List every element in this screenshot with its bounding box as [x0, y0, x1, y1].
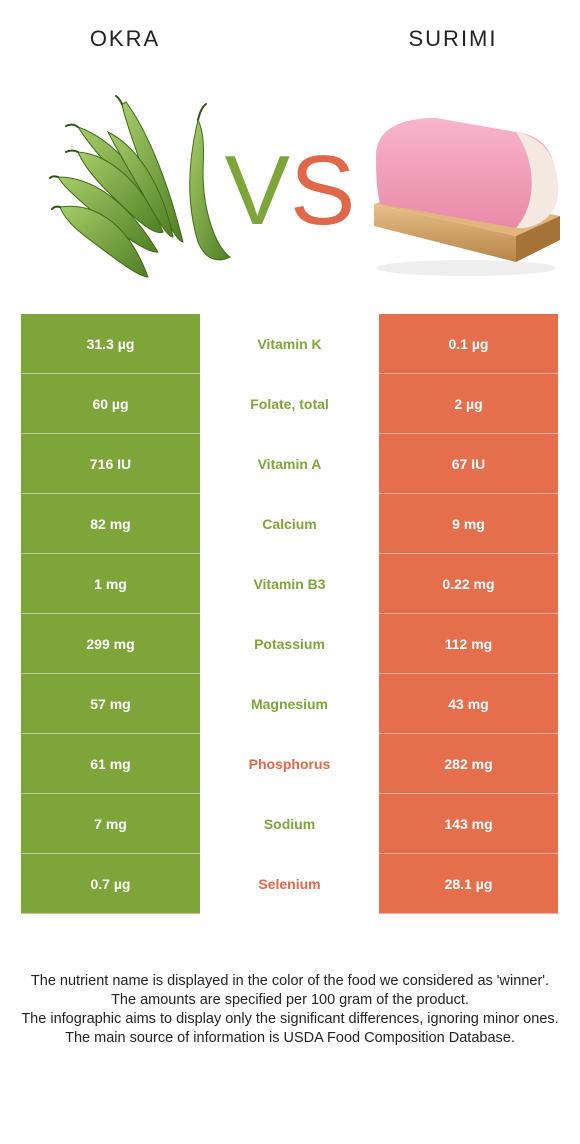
- surimi-value: 2 µg: [379, 374, 558, 434]
- comparison-table: 31.3 µg Vitamin K 0.1 µg 60 µg Folate, t…: [21, 314, 558, 914]
- table-row: 299 mg Potassium 112 mg: [21, 614, 558, 674]
- nutrient-name: Calcium: [200, 494, 379, 554]
- okra-value: 299 mg: [21, 614, 200, 674]
- table-row: 57 mg Magnesium 43 mg: [21, 674, 558, 734]
- surimi-value: 143 mg: [379, 794, 558, 854]
- footer-line: The amounts are specified per 100 gram o…: [111, 992, 469, 1008]
- okra-value: 1 mg: [21, 554, 200, 614]
- okra-value: 61 mg: [21, 734, 200, 794]
- okra-value: 60 µg: [21, 374, 200, 434]
- footer-line: The main source of information is USDA F…: [65, 1030, 515, 1046]
- left-food-title: OKRA: [89, 26, 161, 51]
- vs-v: V: [224, 135, 290, 245]
- okra-value: 7 mg: [21, 794, 200, 854]
- okra-value: 716 IU: [21, 434, 200, 494]
- okra-value: 0.7 µg: [21, 854, 200, 914]
- okra-value: 82 mg: [21, 494, 200, 554]
- surimi-value: 0.22 mg: [379, 554, 558, 614]
- surimi-value: 9 mg: [379, 494, 558, 554]
- okra-image: [49, 95, 231, 278]
- footer-notes: The nutrient name is displayed in the co…: [15, 972, 565, 1048]
- nutrient-name: Sodium: [200, 794, 379, 854]
- footer-line: The nutrient name is displayed in the co…: [30, 973, 550, 989]
- nutrient-name: Folate, total: [200, 374, 379, 434]
- nutrient-name: Vitamin B3: [200, 554, 379, 614]
- nutrient-name: Vitamin K: [200, 314, 379, 374]
- footer-line: The infographic aims to display only the…: [21, 1011, 559, 1027]
- surimi-image: [374, 118, 560, 276]
- table-row: 7 mg Sodium 143 mg: [21, 794, 558, 854]
- table-row: 61 mg Phosphorus 282 mg: [21, 734, 558, 794]
- surimi-value: 28.1 µg: [379, 854, 558, 914]
- surimi-value: 0.1 µg: [379, 314, 558, 374]
- table-row: 31.3 µg Vitamin K 0.1 µg: [21, 314, 558, 374]
- nutrient-name: Selenium: [200, 854, 379, 914]
- table-row: 0.7 µg Selenium 28.1 µg: [21, 854, 558, 914]
- surimi-value: 282 mg: [379, 734, 558, 794]
- vs-s: S: [290, 135, 356, 245]
- surimi-value: 43 mg: [379, 674, 558, 734]
- table-row: 60 µg Folate, total 2 µg: [21, 374, 558, 434]
- table-row: 82 mg Calcium 9 mg: [21, 494, 558, 554]
- okra-value: 57 mg: [21, 674, 200, 734]
- table-row: 716 IU Vitamin A 67 IU: [21, 434, 558, 494]
- right-food-title: SURIMI: [408, 26, 498, 51]
- table-row: 1 mg Vitamin B3 0.22 mg: [21, 554, 558, 614]
- surimi-value: 112 mg: [379, 614, 558, 674]
- nutrient-name: Potassium: [200, 614, 379, 674]
- surimi-value: 67 IU: [379, 434, 558, 494]
- nutrient-name: Magnesium: [200, 674, 379, 734]
- okra-value: 31.3 µg: [21, 314, 200, 374]
- nutrient-name: Phosphorus: [200, 734, 379, 794]
- vs-label: VS: [220, 140, 360, 240]
- nutrient-name: Vitamin A: [200, 434, 379, 494]
